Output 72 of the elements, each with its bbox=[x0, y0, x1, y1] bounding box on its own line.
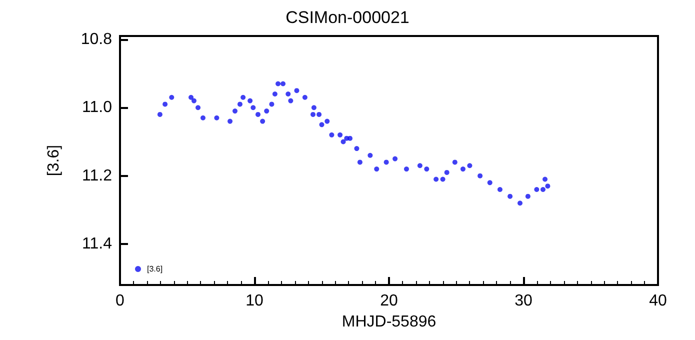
point bbox=[368, 152, 373, 158]
point bbox=[348, 136, 352, 141]
point bbox=[169, 94, 174, 100]
point bbox=[294, 88, 300, 94]
point bbox=[272, 91, 278, 96]
point bbox=[525, 194, 530, 199]
point bbox=[424, 166, 430, 172]
point bbox=[200, 115, 206, 120]
point bbox=[276, 81, 281, 86]
point bbox=[357, 160, 362, 165]
point bbox=[384, 160, 389, 165]
point bbox=[240, 94, 246, 100]
point bbox=[250, 105, 256, 110]
point bbox=[460, 166, 466, 172]
point bbox=[302, 94, 308, 100]
point bbox=[545, 184, 550, 189]
point bbox=[256, 112, 260, 117]
point bbox=[188, 94, 194, 100]
point bbox=[260, 118, 266, 124]
point bbox=[540, 186, 546, 192]
point bbox=[319, 122, 324, 128]
x-tick-label: 0 bbox=[116, 292, 125, 310]
point bbox=[487, 180, 492, 186]
point bbox=[478, 173, 483, 178]
point bbox=[248, 98, 253, 104]
point bbox=[311, 105, 316, 110]
x-axis-title: MHJD-55896 bbox=[342, 313, 436, 330]
point bbox=[214, 115, 220, 120]
x-tick-label: 30 bbox=[514, 292, 532, 310]
point bbox=[157, 112, 162, 117]
point bbox=[518, 200, 523, 206]
point bbox=[467, 163, 472, 168]
point bbox=[542, 176, 548, 182]
x-tick-label: 20 bbox=[380, 292, 398, 310]
x-tick-label: 40 bbox=[649, 292, 667, 310]
point bbox=[444, 170, 450, 175]
point bbox=[310, 112, 316, 117]
point bbox=[264, 108, 270, 114]
x-tick-label: 10 bbox=[246, 292, 264, 310]
point bbox=[269, 102, 274, 107]
y-tick-label: 11.2 bbox=[82, 167, 112, 184]
point bbox=[374, 166, 380, 172]
point bbox=[534, 186, 540, 192]
point bbox=[417, 163, 422, 168]
point bbox=[329, 132, 334, 138]
point bbox=[497, 186, 502, 192]
y-tick-label: 11.4 bbox=[82, 236, 112, 253]
point bbox=[440, 176, 446, 182]
point bbox=[162, 102, 168, 107]
y-tick-label: 10.8 bbox=[80, 30, 112, 48]
legend-label: [3.6] bbox=[147, 264, 163, 274]
point bbox=[324, 118, 330, 124]
point bbox=[392, 156, 398, 162]
point bbox=[228, 118, 233, 124]
point bbox=[338, 132, 343, 138]
point bbox=[286, 91, 291, 96]
point bbox=[316, 112, 322, 117]
point bbox=[404, 166, 409, 172]
y-axis-title: [3.6] bbox=[46, 144, 62, 176]
point bbox=[354, 146, 360, 152]
point bbox=[280, 81, 286, 86]
point bbox=[508, 194, 513, 199]
chart-title: CSIMon-000021 bbox=[286, 8, 410, 27]
point bbox=[340, 139, 346, 144]
point bbox=[196, 105, 201, 110]
y-tick-label: 11.0 bbox=[82, 99, 112, 116]
point bbox=[237, 102, 242, 107]
point bbox=[452, 160, 458, 165]
point bbox=[434, 176, 439, 182]
point bbox=[288, 98, 294, 104]
point bbox=[232, 108, 238, 114]
point bbox=[191, 98, 196, 104]
